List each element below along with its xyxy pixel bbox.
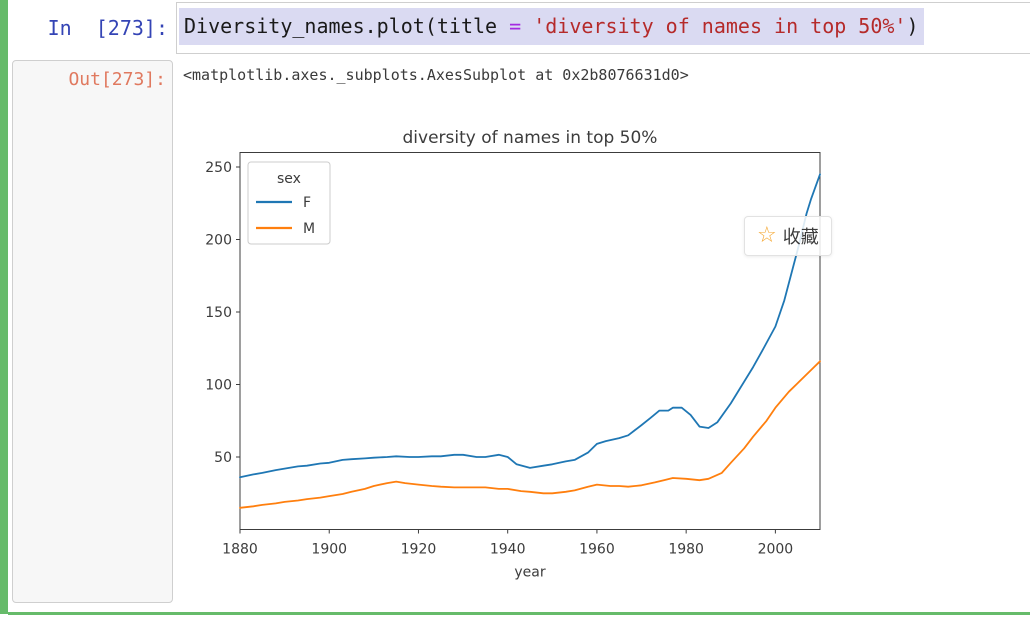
code-editor[interactable]: Diversity_names.plot(title = 'diversity … xyxy=(176,2,1030,54)
y-tick-label: 100 xyxy=(205,378,232,394)
figure: diversity of names in top 50% 1880 1900 192… xyxy=(200,125,850,590)
code-token: Diversity_names.plot(title xyxy=(184,14,510,38)
y-tick-label: 200 xyxy=(205,233,232,249)
x-tick-label: 1940 xyxy=(490,542,526,558)
favorite-button[interactable]: ☆ 收藏 xyxy=(744,216,832,256)
output-repr-text: <matplotlib.axes._subplots.AxesSubplot a… xyxy=(183,66,689,84)
code-line-selected[interactable]: Diversity_names.plot(title = 'diversity … xyxy=(179,8,924,45)
plot-frame xyxy=(239,152,821,530)
x-tick-label: 1960 xyxy=(579,542,615,558)
output-prompt-collapser[interactable]: Out[273]: xyxy=(12,60,173,603)
x-axis-label: year xyxy=(514,565,545,581)
x-tick-label: 1920 xyxy=(401,542,437,558)
line-M xyxy=(239,360,821,509)
code-token: ) xyxy=(906,14,919,38)
star-icon: ☆ xyxy=(757,223,777,248)
input-prompt: In [273]: xyxy=(47,16,168,40)
selected-cell-border-left xyxy=(0,0,8,614)
selected-cell-border-bottom xyxy=(8,612,1030,615)
code-token-string: 'diversity of names in top 50%' xyxy=(533,14,907,38)
legend-title: sex xyxy=(277,171,301,187)
x-tick-label: 2000 xyxy=(758,542,794,558)
output-prompt: Out[273]: xyxy=(68,69,166,90)
code-token xyxy=(521,14,533,38)
x-tick-label: 1980 xyxy=(668,542,704,558)
legend-label-F: F xyxy=(303,195,311,211)
y-tick-label: 250 xyxy=(205,160,232,176)
code-token-operator: = xyxy=(509,14,522,38)
line-F xyxy=(239,173,821,479)
x-tick-label: 1900 xyxy=(311,542,347,558)
legend-label-M: M xyxy=(303,221,315,237)
y-tick-label: 150 xyxy=(205,305,232,321)
chart-title: diversity of names in top 50% xyxy=(403,128,658,148)
x-tick-label: 1880 xyxy=(222,542,258,558)
y-tick-label: 50 xyxy=(214,450,232,466)
figure-svg: diversity of names in top 50% 1880 1900 192… xyxy=(205,128,821,581)
favorite-button-label: 收藏 xyxy=(782,227,819,248)
